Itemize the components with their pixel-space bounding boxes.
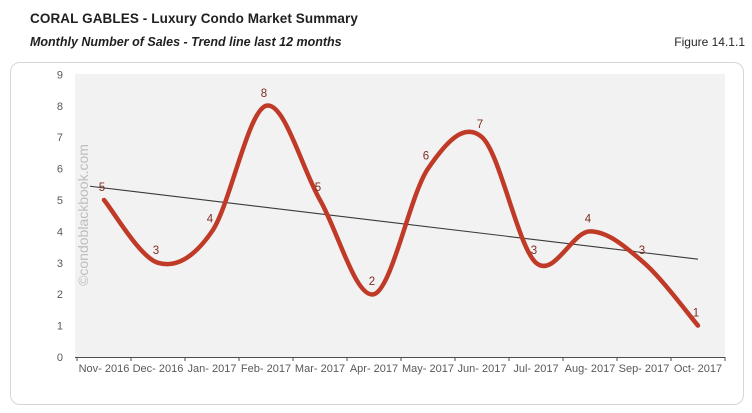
data-label: 2: [369, 276, 375, 288]
y-axis-label: 1: [57, 321, 63, 333]
data-label: 3: [153, 245, 159, 257]
x-axis-label: Nov- 2016: [79, 363, 130, 375]
sales-line-chart: ©condoblackbook.com 0 1 2 3 4 5 6 7 8 9 Nov- 2016 De…: [57, 69, 726, 375]
data-label: 7: [477, 119, 483, 131]
sales-curve: [101, 103, 701, 328]
x-axis-label: May- 2017: [402, 363, 454, 375]
header: CORAL GABLES - Luxury Condo Market Summa…: [0, 0, 752, 49]
y-axis-label: 0: [57, 352, 63, 364]
x-axis-label: Jun- 2017: [458, 363, 507, 375]
data-label: 3: [639, 245, 645, 257]
data-label: 8: [261, 88, 267, 100]
y-axis-label: 8: [57, 101, 63, 113]
data-label: 5: [99, 182, 105, 194]
subtitle-row: Monthly Number of Sales - Trend line las…: [30, 35, 745, 49]
x-axis-label: Dec- 2016: [133, 363, 184, 375]
y-axis-label: 7: [57, 132, 63, 144]
watermark: ©condoblackbook.com: [75, 144, 91, 286]
data-label: 4: [585, 213, 592, 225]
chart-subtitle: Monthly Number of Sales - Trend line las…: [30, 35, 342, 49]
x-axis-label: Mar- 2017: [295, 363, 345, 375]
y-axis-label: 9: [57, 69, 63, 81]
x-axis-label: Sep- 2017: [619, 363, 670, 375]
y-axis-label: 4: [57, 226, 63, 238]
plot-area: [75, 74, 725, 357]
x-axis-label: Oct- 2017: [674, 363, 722, 375]
data-label: 6: [423, 151, 429, 163]
x-axis-label: Jul- 2017: [513, 363, 558, 375]
page-title: CORAL GABLES - Luxury Condo Market Summa…: [30, 11, 358, 26]
y-axis-label: 5: [57, 195, 63, 207]
x-axis-label: Aug- 2017: [565, 363, 616, 375]
data-label: 4: [207, 213, 214, 225]
figure-label: Figure 14.1.1: [674, 35, 745, 49]
x-axis-label: Feb- 2017: [241, 363, 291, 375]
y-axis-label: 2: [57, 289, 63, 301]
data-label: 1: [693, 308, 699, 320]
y-axis-label: 6: [57, 164, 63, 176]
chart-panel: ©condoblackbook.com 0 1 2 3 4 5 6 7 8 9 Nov- 2016 De…: [10, 62, 744, 405]
y-axis-label: 3: [57, 258, 63, 270]
data-label: 5: [315, 182, 321, 194]
data-label: 3: [531, 245, 537, 257]
trend-line: [89, 185, 699, 260]
x-axis-label: Apr- 2017: [350, 363, 398, 375]
x-axis-label: Jan- 2017: [188, 363, 237, 375]
